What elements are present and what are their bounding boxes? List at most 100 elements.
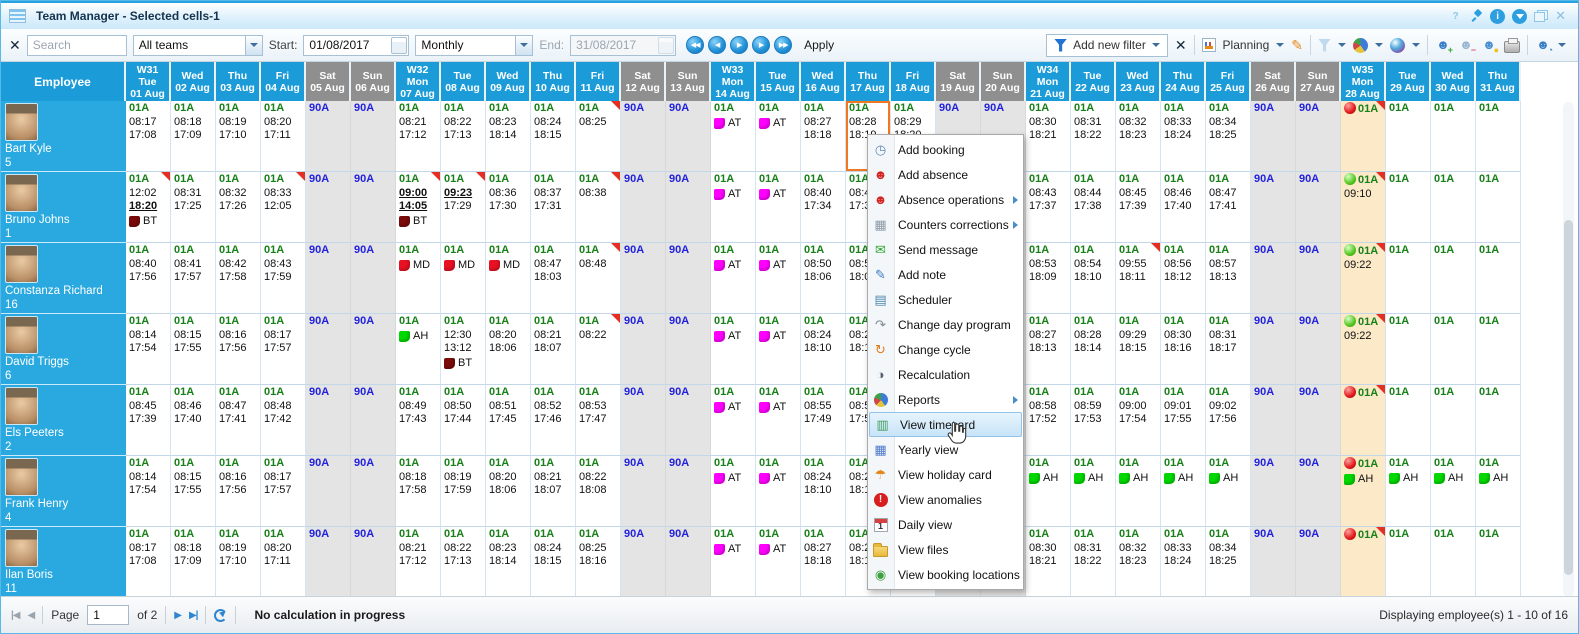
edit-pencil-icon[interactable]: ✎	[1291, 37, 1303, 54]
day-header-05-aug[interactable]: Sat05 Aug	[306, 62, 351, 101]
schedule-cell[interactable]: 01AAT	[756, 527, 801, 598]
schedule-cell[interactable]: 01A08:2418:15	[531, 527, 576, 598]
schedule-cell[interactable]: 01A08:2718:18	[801, 527, 846, 598]
schedule-cell[interactable]: 01A	[1386, 172, 1431, 243]
schedule-cell[interactable]: 01A08:1617:56	[216, 314, 261, 385]
day-header-24-aug[interactable]: Thu24 Aug	[1161, 62, 1206, 101]
day-header-10-aug[interactable]: Thu10 Aug	[531, 62, 576, 101]
schedule-cell[interactable]: 01AAT	[756, 456, 801, 527]
schedule-cell[interactable]: 01A08:2018:06	[486, 314, 531, 385]
schedule-cell[interactable]: 01A	[1386, 243, 1431, 314]
schedule-cell[interactable]: 01A08:5117:45	[486, 385, 531, 456]
employee-cell[interactable]: Bruno Johns1	[1, 172, 126, 243]
schedule-cell[interactable]: 90A	[1251, 527, 1296, 598]
schedule-cell[interactable]: 90A	[621, 527, 666, 598]
schedule-cell[interactable]: 90A	[1296, 314, 1341, 385]
day-header-22-aug[interactable]: Tue22 Aug	[1071, 62, 1116, 101]
schedule-cell[interactable]: 01A	[1386, 314, 1431, 385]
day-header-06-aug[interactable]: Sun06 Aug	[351, 62, 396, 101]
day-header-28-aug[interactable]: W35Mon28 Aug	[1341, 62, 1386, 101]
schedule-cell[interactable]: 90A	[1251, 385, 1296, 456]
collapse-icon[interactable]	[1512, 9, 1527, 24]
schedule-cell[interactable]: 01AAH	[1026, 456, 1071, 527]
schedule-cell[interactable]: 01A08:1817:58	[396, 456, 441, 527]
schedule-cell[interactable]: 01AAH	[1476, 456, 1521, 527]
schedule-cell[interactable]: 01AAT	[711, 456, 756, 527]
schedule-cell[interactable]: 90A	[666, 456, 711, 527]
schedule-cell[interactable]: 01A08:3312:05	[261, 172, 306, 243]
schedule-cell[interactable]: 01A08:3118:22	[1071, 101, 1116, 172]
schedule-cell[interactable]: 01A08:5217:46	[531, 385, 576, 456]
schedule-cell[interactable]: 01A	[1431, 172, 1476, 243]
schedule-cell[interactable]: 01AAH	[1431, 456, 1476, 527]
schedule-cell[interactable]: 01A	[1476, 172, 1521, 243]
apply-button[interactable]: Apply	[804, 38, 834, 52]
chevron-down-icon[interactable]	[1412, 43, 1420, 47]
schedule-cell[interactable]: 01AMD	[441, 243, 486, 314]
schedule-cell[interactable]: 01A08:1717:08	[126, 101, 171, 172]
day-header-15-aug[interactable]: Tue15 Aug	[756, 62, 801, 101]
schedule-cell[interactable]: 01A08:1517:55	[171, 456, 216, 527]
day-header-14-aug[interactable]: W33Mon14 Aug	[711, 62, 756, 101]
planning-dropdown[interactable]: Planning	[1223, 38, 1270, 52]
schedule-cell[interactable]: 90A	[1251, 314, 1296, 385]
employee-cell[interactable]: Bart Kyle5	[1, 101, 126, 172]
schedule-cell[interactable]: 01A08:5817:52	[1026, 385, 1071, 456]
schedule-cell[interactable]: 90A	[1296, 172, 1341, 243]
schedule-cell[interactable]: 01A08:5318:09	[1026, 243, 1071, 314]
filter-view-icon[interactable]	[1318, 39, 1331, 52]
context-menu-item-absence-operations[interactable]: ☻Absence operations	[868, 187, 1023, 212]
schedule-cell[interactable]: 90A	[1251, 172, 1296, 243]
chevron-down-icon[interactable]	[1276, 43, 1284, 47]
day-header-07-aug[interactable]: W32Mon07 Aug	[396, 62, 441, 101]
schedule-cell[interactable]: 01A08:2118:07	[531, 456, 576, 527]
day-header-18-aug[interactable]: Fri18 Aug	[891, 62, 936, 101]
schedule-cell[interactable]: 01A08:5718:13	[1206, 243, 1251, 314]
schedule-cell[interactable]: 01A08:3217:26	[216, 172, 261, 243]
current-period-button[interactable]: ▶	[730, 36, 748, 54]
schedule-cell[interactable]: 01A08:2318:14	[486, 101, 531, 172]
schedule-cell[interactable]: 01AAH	[1386, 456, 1431, 527]
schedule-cell[interactable]: 90A	[351, 243, 396, 314]
schedule-cell[interactable]: 01A	[1386, 385, 1431, 456]
schedule-cell[interactable]: 90A	[306, 314, 351, 385]
search-input[interactable]: Search	[27, 35, 127, 56]
restore-window-icon[interactable]	[1534, 10, 1548, 22]
schedule-cell[interactable]: 01A08:4717:41	[1206, 172, 1251, 243]
day-header-12-aug[interactable]: Sat12 Aug	[621, 62, 666, 101]
day-header-25-aug[interactable]: Fri25 Aug	[1206, 62, 1251, 101]
schedule-cell[interactable]: 01A08:1517:55	[171, 314, 216, 385]
schedule-cell[interactable]: 01AAT	[711, 385, 756, 456]
schedule-cell[interactable]: 01A08:3418:25	[1206, 101, 1251, 172]
schedule-cell[interactable]: 90A	[351, 456, 396, 527]
clear-filter-icon[interactable]: ✕	[1175, 37, 1187, 54]
schedule-cell[interactable]: 01A08:5917:53	[1071, 385, 1116, 456]
schedule-cell[interactable]: 01AAT	[756, 101, 801, 172]
schedule-cell[interactable]: 01AAT	[711, 101, 756, 172]
day-header-26-aug[interactable]: Sat26 Aug	[1251, 62, 1296, 101]
context-menu-item-scheduler[interactable]: ▤Scheduler	[868, 287, 1023, 312]
start-date-input[interactable]: 01/08/2017	[303, 35, 409, 56]
schedule-cell[interactable]: 01A08:3218:23	[1116, 101, 1161, 172]
schedule-cell[interactable]: 01A08:4917:43	[396, 385, 441, 456]
schedule-cell[interactable]: 01A08:2718:13	[1026, 314, 1071, 385]
schedule-cell[interactable]: 90A	[351, 527, 396, 598]
schedule-cell[interactable]: 01A08:25	[576, 101, 621, 172]
schedule-cell[interactable]: 01A09:2317:29	[441, 172, 486, 243]
period-selector[interactable]: Monthly	[415, 35, 533, 56]
schedule-cell[interactable]: 90A	[306, 172, 351, 243]
schedule-cell[interactable]: 01A09:5518:11	[1116, 243, 1161, 314]
schedule-cell[interactable]: 01AAT	[711, 172, 756, 243]
scrollbar-thumb[interactable]	[1564, 220, 1573, 575]
first-period-button[interactable]: ◀◀	[686, 36, 704, 54]
schedule-cell[interactable]: 01A08:3018:21	[1026, 527, 1071, 598]
schedule-cell[interactable]: 90A	[306, 385, 351, 456]
schedule-cell[interactable]: 01A08:3617:30	[486, 172, 531, 243]
schedule-cell[interactable]: 01A08:1417:54	[126, 314, 171, 385]
schedule-cell[interactable]: 01A08:3418:25	[1206, 527, 1251, 598]
context-menu-item-change-day-program[interactable]: ↷Change day program	[868, 312, 1023, 337]
add-employee-icon[interactable]: ☻+	[1435, 37, 1451, 53]
schedule-cell[interactable]: 01A	[1386, 527, 1431, 598]
day-header-13-aug[interactable]: Sun13 Aug	[666, 62, 711, 101]
schedule-cell[interactable]: 90A	[351, 314, 396, 385]
